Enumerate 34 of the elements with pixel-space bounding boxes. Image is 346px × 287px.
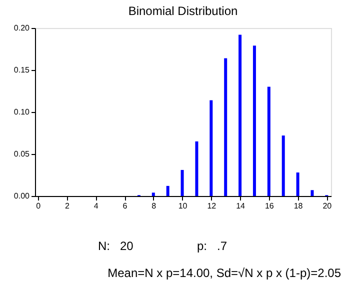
x-tick-label: 10 [178,202,188,210]
text: Mean=N x p=14.00, Sd=√N x p x (1-p)=2.05 [108,266,342,280]
y-tick-label: 0.10 [14,108,30,116]
bar [238,34,242,196]
text: p: [196,239,207,253]
text: N: [98,239,110,253]
bar [296,172,300,196]
x-tick-label: 2 [65,202,70,210]
x-tick-label: 12 [207,202,217,210]
x-tick-label: 8 [152,202,157,210]
y-tick-label: 0.05 [14,150,30,158]
text: .7 [217,239,228,253]
x-tick-label: 14 [236,202,246,210]
bar [166,186,170,196]
text: 20 [120,239,134,253]
x-tick-label: 6 [122,202,128,210]
bar [180,170,184,196]
x-tick-label: 18 [294,202,304,210]
bar [195,141,198,196]
x-tick-label: 20 [322,202,332,210]
y-tick-label: 0.15 [14,66,30,74]
bar [152,192,155,196]
bar [210,100,213,196]
y-tick-label: 0.20 [14,24,30,32]
bar [282,136,285,196]
bar [224,58,228,196]
y-tick-label: 0.00 [14,192,30,200]
chart-title: Binomial Distribution [128,4,238,18]
bar [310,190,314,196]
bar [252,46,256,196]
x-tick-label: 0 [36,202,42,210]
x-tick-label: 4 [94,202,99,210]
bar [267,86,270,196]
x-tick-label: 16 [264,202,274,210]
